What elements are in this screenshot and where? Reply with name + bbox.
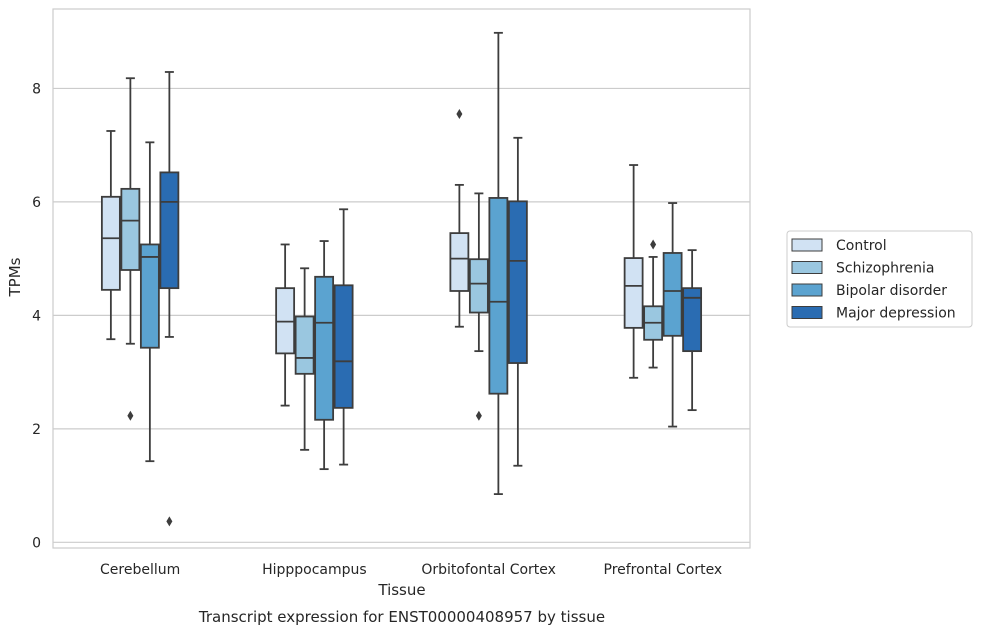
box-1-2: [314, 240, 335, 471]
box-iqr: [682, 287, 703, 353]
x-tick-label-0: Cerebellum: [100, 562, 180, 578]
y-tick-label-0: 0: [32, 535, 41, 551]
y-tick-label-8: 8: [32, 81, 41, 97]
box-iqr: [507, 200, 528, 364]
box-group-2: [449, 31, 528, 496]
outlier-point-0: [456, 108, 463, 119]
box-iqr: [314, 275, 335, 421]
legend-swatch-3: [791, 306, 823, 319]
legend-swatch-0: [791, 238, 823, 252]
x-tick-label-1: Hipppocampus: [262, 562, 367, 578]
outlier-point-0: [166, 516, 173, 527]
box-2-2: [488, 31, 509, 496]
box-3-1: [643, 239, 664, 369]
box-group-3: [623, 164, 703, 428]
legend-label-3: Major depression: [836, 306, 956, 322]
y-tick-label-4: 4: [32, 308, 41, 324]
box-2-1: [468, 192, 489, 421]
outlier-point-0: [475, 410, 482, 421]
outlier-point-0: [650, 239, 657, 250]
box-group-1: [275, 208, 354, 471]
legend-label-2: Bipolar disorder: [836, 283, 947, 299]
x-tick-label-2: Orbitofontal Cortex: [421, 562, 556, 578]
x-tick-labels: Cerebellum Hipppocampus Orbitofontal Corte…: [100, 562, 722, 578]
outlier-point-0: [127, 410, 134, 421]
box-iqr: [120, 187, 141, 271]
box-group-0: [100, 71, 180, 527]
box-iqr: [159, 171, 180, 290]
box-groups: [100, 31, 703, 527]
legend-frame: [786, 230, 973, 328]
box-iqr: [294, 315, 315, 375]
chart-caption: Transcript expression for ENST0000040895…: [198, 608, 605, 626]
y-axis-label: TPMs: [6, 257, 24, 297]
box-0-2: [139, 141, 160, 463]
box-iqr: [662, 252, 683, 337]
legend-swatch-2: [791, 283, 823, 297]
legend-label-0: Control: [836, 238, 887, 254]
box-iqr: [100, 195, 121, 291]
x-tick-label-3: Prefrontal Cortex: [604, 562, 723, 578]
box-3-2: [662, 202, 683, 428]
y-tick-labels: 0 2 4 6 8: [32, 81, 41, 551]
legend-swatch-1: [791, 261, 823, 274]
box-iqr: [468, 258, 489, 314]
box-2-0: [449, 108, 470, 328]
box-3-0: [623, 164, 644, 379]
box-1-0: [275, 243, 296, 407]
y-tick-label-6: 6: [32, 195, 41, 211]
box-3-3: [682, 249, 703, 412]
box-0-1: [120, 77, 141, 421]
box-iqr: [488, 197, 509, 395]
box-iqr: [449, 232, 470, 292]
box-iqr: [139, 243, 160, 349]
x-axis-label: Tissue: [377, 581, 425, 599]
box-0-3: [159, 71, 180, 527]
legend: Control Schizophrenia Bipolar disorder Majo…: [786, 230, 973, 328]
box-0-0: [100, 130, 121, 341]
legend-label-1: Schizophrenia: [836, 261, 934, 277]
box-2-3: [507, 136, 528, 467]
box-iqr: [333, 284, 354, 409]
box-1-1: [294, 267, 315, 451]
box-iqr: [623, 257, 644, 329]
box-1-3: [333, 208, 354, 466]
y-tick-label-2: 2: [32, 422, 41, 438]
